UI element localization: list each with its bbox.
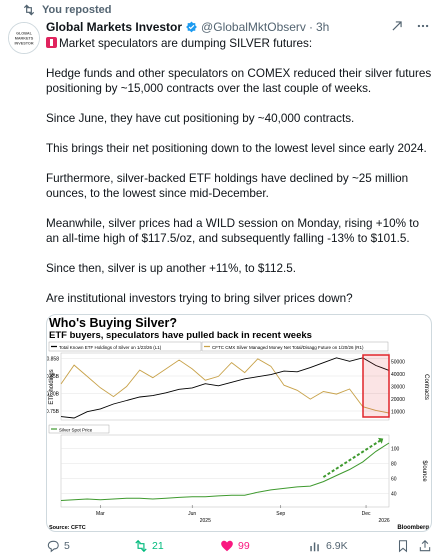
post-media-chart[interactable]: Who's Buying Silver? ETF buyers, specula… — [46, 314, 432, 532]
right-tick-0: 50000 — [391, 359, 405, 365]
highlight-box — [362, 354, 390, 418]
trend-arrow — [322, 439, 381, 478]
left-tick-1: 0.80B — [47, 392, 60, 398]
right-tick-4: 10000 — [391, 410, 405, 416]
post-top-actions — [390, 19, 430, 33]
bottom-tick-0: 100 — [391, 446, 400, 452]
reply-count: 5 — [64, 540, 70, 552]
repost-count: 21 — [152, 540, 164, 552]
post-line-1: Market speculators are dumping SILVER fu… — [46, 36, 434, 51]
series-etf-line — [60, 357, 390, 419]
reply-icon — [47, 540, 59, 553]
series-cftc-line — [60, 358, 390, 414]
right-tick-2: 30000 — [391, 385, 405, 391]
right-axis-ticks: 50000 40000 30000 20000 10000 — [391, 359, 405, 415]
legend-cftc: CFTC CMX Silver Managed Money Net Total/… — [212, 345, 364, 350]
chart-source: Source: CFTC — [49, 525, 86, 531]
x-tick-3: Dec — [362, 511, 371, 517]
verified-badge-icon — [186, 21, 197, 32]
left-tick-top: 0.858 — [47, 357, 59, 363]
avatar[interactable]: GLOBAL MARKETS INVESTOR — [8, 22, 40, 54]
left-tick-0: 0.85B — [47, 374, 60, 380]
heart-filled-icon — [221, 540, 233, 552]
post-action-bar: 5 21 99 6.9K — [46, 539, 434, 555]
series-spot-line — [60, 442, 390, 501]
top-panel-frame — [60, 352, 390, 421]
bottom-tick-1: 80 — [391, 461, 397, 467]
ylabel-right: Contracts — [423, 374, 429, 400]
left-tick-2: 0.75B — [47, 409, 60, 415]
legend-bottom-box — [48, 424, 110, 434]
x-axis-ticks: Mar Jun Sep Dec 2025 2026 — [96, 505, 390, 524]
bookmark-icon — [398, 540, 408, 553]
analytics-icon — [310, 542, 319, 552]
post-line-4: This brings their net positioning down t… — [46, 142, 427, 155]
alert-flag-icon — [46, 37, 57, 48]
legend-top-box-left — [48, 341, 202, 352]
post-line-7: Since then, silver is up another +11%, t… — [46, 262, 297, 275]
legend-etf: Total Known ETF Holdings of Silver on 1/… — [59, 345, 162, 350]
author-name[interactable]: Global Markets Investor — [46, 20, 183, 34]
like-count: 99 — [238, 540, 250, 552]
more-options-icon[interactable] — [416, 19, 430, 33]
avatar-logo: GLOBAL MARKETS INVESTOR — [9, 23, 39, 53]
chart-subtitle: ETF buyers, speculators have pulled back… — [49, 330, 312, 341]
x-tick-0: Mar — [96, 511, 105, 517]
post-line-8: Are institutional investors trying to br… — [46, 292, 353, 305]
share-button[interactable] — [418, 539, 432, 553]
x-tick-1: Jun — [188, 511, 196, 517]
post-time[interactable]: 3h — [315, 20, 330, 34]
like-button[interactable]: 99 — [220, 539, 250, 553]
view-count: 6.9K — [326, 540, 348, 552]
avatar-line-1: GLOBAL — [16, 31, 33, 35]
repost-indicator: You reposted — [22, 3, 111, 17]
repost-icon — [23, 4, 35, 16]
right-tick-3: 20000 — [391, 397, 405, 403]
post-line-3: Since June, they have cut positioning by… — [46, 112, 355, 125]
repost-active-icon — [135, 539, 147, 553]
post-line-2: Hedge funds and other speculators on COM… — [46, 67, 432, 95]
trend-arrow-head — [377, 437, 384, 444]
left-axis-ticks: 0.858 0.85B 0.80B 0.75B — [47, 357, 60, 416]
avatar-line-3: INVESTOR — [14, 42, 33, 46]
reply-button[interactable]: 5 — [46, 539, 70, 553]
post-header: Global Markets Investor @GlobalMktObserv… — [46, 19, 394, 35]
repost-label: You reposted — [42, 4, 112, 16]
legend-spot: Silver Spot Price — [59, 428, 93, 433]
chart-svg: Total Known ETF Holdings of Silver on 1/… — [47, 341, 429, 531]
bookmark-button[interactable] — [396, 539, 410, 553]
separator-dot: · — [308, 20, 313, 34]
x-tick-2: Sep — [276, 511, 285, 517]
grok-icon[interactable] — [390, 19, 404, 33]
views-button[interactable]: 6.9K — [308, 539, 348, 553]
chart-title: Who's Buying Silver? — [49, 316, 177, 330]
post-line-6: Meanwhile, silver prices had a WILD sess… — [46, 217, 419, 245]
bottom-axis-ticks: 100 80 60 40 — [391, 446, 400, 497]
share-icon — [419, 540, 431, 552]
legend-top-box-right — [201, 341, 389, 352]
x-year-2026: 2026 — [379, 518, 390, 524]
bottom-panel-frame — [60, 434, 390, 508]
bottom-tick-3: 40 — [391, 492, 397, 498]
right-tick-1: 40000 — [391, 372, 405, 378]
author-handle[interactable]: @GlobalMktObserv — [201, 20, 306, 34]
repost-button[interactable]: 21 — [134, 539, 164, 553]
post-text: Market speculators are dumping SILVER fu… — [46, 36, 434, 306]
x-year-2025: 2025 — [200, 518, 211, 524]
chart-brand: Bloomberg — [397, 525, 429, 531]
bottom-tick-2: 60 — [391, 477, 397, 483]
post-line-5: Furthermore, silver-backed ETF holdings … — [46, 172, 409, 200]
bottom-panel-grid — [61, 448, 389, 494]
ylabel-bottom: $/ounce — [421, 460, 427, 482]
ylabel-left: ETF holdings — [49, 369, 55, 404]
avatar-line-2: MARKETS — [15, 36, 34, 40]
